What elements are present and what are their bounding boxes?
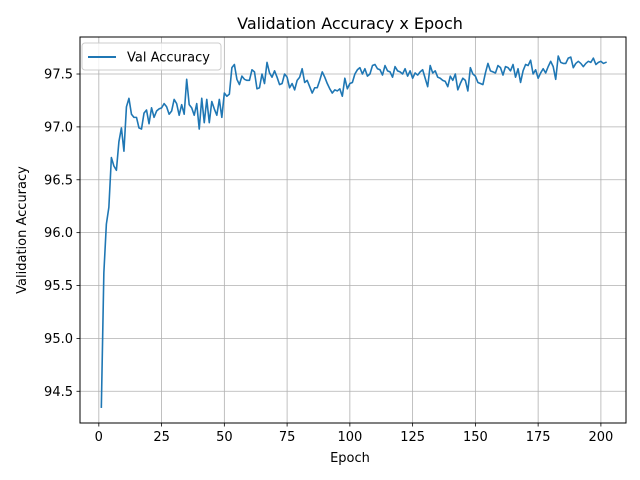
grid-lines [80, 37, 626, 423]
chart-title: Validation Accuracy x Epoch [237, 14, 463, 33]
x-tick-label: 75 [279, 430, 296, 445]
x-axis-ticks: 0 25 50 75 100 125 150 175 200 [95, 423, 613, 445]
plot-frame [79, 36, 627, 424]
y-tick-label: 95.0 [44, 332, 73, 347]
legend-label-val-accuracy: Val Accuracy [127, 51, 210, 66]
series-line-val-accuracy [100, 55, 607, 408]
x-tick-label: 100 [337, 430, 362, 445]
y-axis-ticks: 94.5 95.0 95.5 96.0 96.5 97.0 97.5 [44, 68, 80, 400]
series-layer [100, 55, 607, 408]
y-tick-label: 97.5 [44, 68, 73, 83]
y-tick-label: 94.5 [44, 385, 73, 400]
y-tick-label: 96.5 [44, 173, 73, 188]
x-tick-label: 150 [463, 430, 488, 445]
y-tick-label: 96.0 [44, 226, 73, 241]
x-tick-label: 50 [216, 430, 233, 445]
x-tick-label: 0 [95, 430, 103, 445]
legend-box [81, 42, 222, 71]
y-axis-title: Validation Accuracy [15, 166, 30, 294]
y-tick-label: 97.0 [44, 120, 73, 135]
x-tick-label: 200 [588, 430, 613, 445]
x-tick-label: 125 [400, 430, 425, 445]
x-axis-title: Epoch [330, 451, 370, 466]
y-tick-label: 95.5 [44, 279, 73, 294]
x-tick-label: 25 [153, 430, 170, 445]
x-tick-label: 175 [526, 430, 551, 445]
legend: Val Accuracy [81, 42, 222, 71]
